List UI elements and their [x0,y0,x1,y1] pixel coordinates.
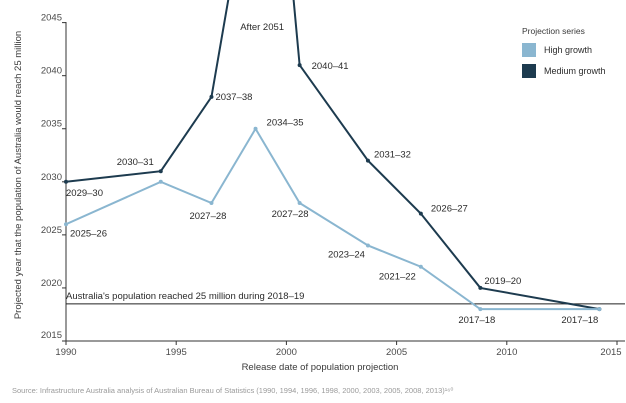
x-tick-label: 1995 [166,347,187,358]
annotation-label: After 2051 [240,22,284,33]
y-tick-label: 2030 [41,172,62,183]
x-tick-label: 2010 [496,347,517,358]
y-tick-label: 2025 [41,225,62,236]
legend: Projection series High growth Medium growt… [522,26,606,78]
data-label: 2034–35 [267,118,304,129]
data-label: 2021–22 [379,272,416,283]
y-axis-title: Projected year that the population of Au… [13,31,24,319]
data-point [478,307,483,312]
source-note: Source: Infrastructure Australia analysi… [12,386,453,395]
y-tick-label: 2035 [41,119,62,130]
data-label: 2025–26 [70,228,107,239]
data-point [158,169,163,174]
data-point [365,243,370,248]
data-label: 2040–41 [312,61,349,72]
legend-label: High growth [544,45,592,55]
data-point [297,201,302,206]
data-point [209,201,214,206]
data-point [209,94,214,99]
data-point [158,179,163,184]
data-point [297,63,302,68]
data-point [365,158,370,163]
data-point [64,179,68,184]
legend-swatch [522,64,536,78]
x-tick-label: 2015 [600,347,621,358]
y-tick-label: 2040 [41,66,62,77]
legend-swatch [522,43,536,57]
y-tick-label: 2020 [41,278,62,289]
data-label: 2026–27 [431,204,468,215]
x-tick-label: 2005 [386,347,407,358]
data-point [418,211,423,216]
x-tick-label: 1990 [55,347,76,358]
data-label: 2030–31 [117,157,154,168]
legend-title: Projection series [522,26,585,36]
data-label: 2017–18 [561,315,598,326]
y-tick-label: 2045 [41,13,62,24]
data-label: 2023–24 [328,249,365,260]
reference-line-label: Australia's population reached 25 millio… [66,291,304,302]
data-label: 2037–38 [215,92,252,103]
data-label: 2027–28 [272,209,309,220]
data-label: 2029–30 [66,188,103,199]
data-label: 2027–28 [189,211,226,222]
y-tick-label: 2015 [41,330,62,341]
data-point [418,264,423,269]
data-label: 2017–18 [458,315,495,326]
data-label: 2019–20 [484,276,521,287]
x-tick-label: 2000 [276,347,297,358]
legend-label: Medium growth [544,66,606,76]
data-point [253,126,258,131]
data-label: 2031–32 [374,150,411,161]
data-point [597,307,602,312]
data-point [64,222,68,227]
x-axis-title: Release date of population projection [242,362,399,373]
series-line-medium-growth [66,0,600,311]
data-point [478,285,483,290]
